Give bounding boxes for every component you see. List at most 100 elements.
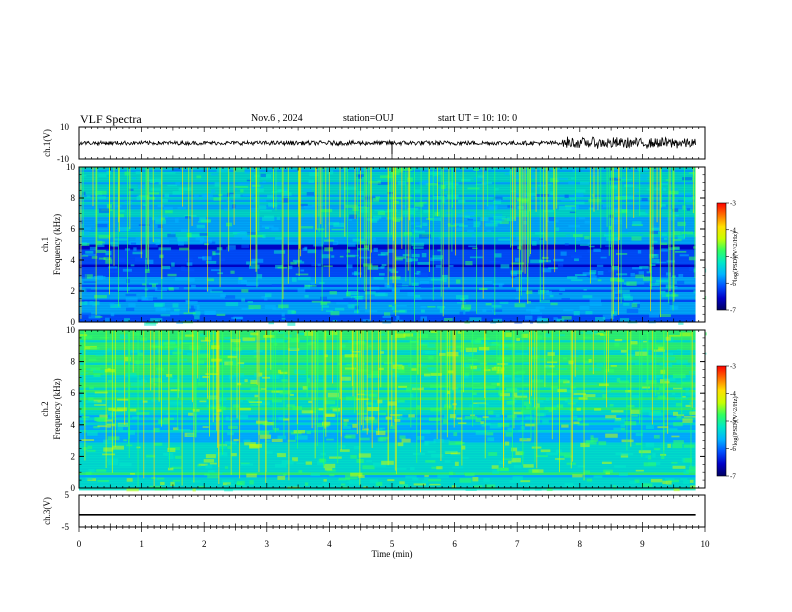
spectrogram-ch2-colorbar-label: log(PSD)(V^2/Hz) bbox=[732, 396, 739, 445]
spectrogram-ch1-speckle bbox=[98, 196, 106, 199]
spectrogram-ch2-speckle bbox=[682, 418, 693, 423]
spectrogram-ch1-speckle bbox=[316, 228, 325, 231]
spectrogram-ch1-speckle bbox=[666, 217, 677, 221]
spectrogram-ch2-speckle bbox=[149, 378, 162, 382]
spectrogram-ch1-speckle bbox=[253, 199, 267, 203]
spectrogram-ch2-speckle bbox=[657, 392, 661, 395]
spectrogram-ch1-speckle bbox=[178, 285, 184, 290]
spectrogram-ch2-heatmap bbox=[78, 330, 707, 492]
spectrogram-ch2-speckle bbox=[448, 370, 454, 374]
spectrogram-ch1-speckle bbox=[516, 287, 528, 292]
spectrogram-ch1-speckle bbox=[588, 245, 595, 248]
spectrogram-ch1-speckle bbox=[681, 231, 694, 235]
spectrogram-ch2-speckle bbox=[346, 363, 353, 366]
spectrogram-ch1-speckle bbox=[128, 188, 134, 191]
spectrogram-ch1-speckle bbox=[83, 227, 91, 230]
spectrogram-ch2-speckle bbox=[486, 417, 491, 420]
spectrogram-ch2-speckle bbox=[689, 411, 698, 415]
spectrogram-ch1-band bbox=[79, 299, 696, 303]
spectrogram-ch2-speckle bbox=[584, 470, 591, 474]
spectrogram-ch2-speckle bbox=[239, 399, 244, 402]
spectrogram-ch2-speckle bbox=[316, 485, 329, 490]
spectrogram-ch2-speckle bbox=[491, 382, 497, 386]
spectrogram-ch1-speckle bbox=[541, 256, 549, 259]
spectrogram-ch1-speckle bbox=[162, 172, 176, 174]
spectrogram-ch1-speckle bbox=[189, 234, 200, 238]
spectrogram-ch1-speckle bbox=[281, 312, 285, 317]
spectrogram-ch2-speckle bbox=[85, 477, 93, 481]
spectrogram-ch1-speckle bbox=[241, 289, 249, 293]
spectrogram-ch2-speckle bbox=[263, 334, 275, 338]
spectrogram-ch1-speckle bbox=[561, 199, 575, 202]
spectrogram-ch2-speckle bbox=[341, 376, 351, 381]
spectrogram-ch2-speckle bbox=[377, 437, 387, 442]
spectrogram-ch1-speckle bbox=[660, 242, 668, 246]
spectrogram-ch1-speckle bbox=[94, 295, 107, 299]
spectrogram-ch2-speckle bbox=[367, 406, 380, 411]
spectrogram-ch1-speckle bbox=[154, 178, 162, 182]
spectrogram-ch2-speckle bbox=[304, 331, 314, 336]
spectrogram-ch1-ytick-label: 10 bbox=[66, 162, 76, 172]
spectrogram-ch1-speckle bbox=[117, 227, 127, 232]
spectrogram-ch1-speckle bbox=[649, 253, 659, 259]
spectrogram-ch2-speckle bbox=[504, 441, 510, 446]
spectrogram-ch2-speckle bbox=[652, 453, 656, 458]
spectrogram-ch2-speckle bbox=[689, 466, 701, 471]
spectrogram-ch1-speckle bbox=[240, 189, 244, 193]
spectrogram-ch1-speckle bbox=[488, 206, 497, 211]
spectrogram-ch1-speckle bbox=[571, 177, 575, 180]
spectrogram-ch2-speckle bbox=[389, 425, 396, 430]
spectrogram-ch1-speckle bbox=[303, 205, 313, 208]
spectrogram-ch2-speckle bbox=[417, 363, 423, 367]
spectrogram-ch1-speckle bbox=[660, 290, 666, 293]
spectrogram-ch2-speckle bbox=[483, 477, 490, 482]
spectrogram-ch1-speckle bbox=[649, 313, 660, 318]
spectrogram-ch2-speckle bbox=[674, 397, 688, 400]
spectrogram-ch1-speckle bbox=[582, 272, 596, 276]
spectrogram-ch1-colorbar bbox=[716, 202, 727, 311]
spectrogram-ch1-speckle bbox=[97, 244, 105, 248]
spectrogram-ch1-speckle bbox=[456, 295, 469, 300]
spectrogram-ch2-band bbox=[79, 382, 696, 386]
spectrogram-ch2-speckle bbox=[614, 419, 626, 423]
spectrogram-ch1-speckle bbox=[95, 223, 108, 228]
spectrogram-ch1-speckle bbox=[332, 240, 339, 245]
spectrogram-ch2-speckle bbox=[403, 333, 414, 337]
spectrogram-ch2-speckle bbox=[685, 404, 692, 407]
spectrogram-ch1-band bbox=[79, 234, 696, 238]
spectrogram-ch1-speckle bbox=[356, 206, 367, 208]
spectrogram-ch2-speckle bbox=[570, 355, 579, 357]
spectrogram-ch2-speckle bbox=[643, 462, 657, 467]
spectrogram-ch2-speckle bbox=[149, 381, 153, 384]
spectrogram-ch1-band bbox=[79, 272, 696, 275]
spectrogram-ch2-speckle bbox=[261, 423, 272, 425]
spectrogram-ch1-speckle bbox=[539, 299, 550, 303]
spectrogram-ch2-speckle bbox=[653, 349, 666, 352]
spectrogram-ch1-speckle bbox=[363, 235, 373, 239]
spectrogram-ch2-speckle bbox=[296, 462, 305, 465]
spectrogram-ch2-speckle bbox=[645, 455, 651, 459]
spectrogram-ch1-speckle bbox=[161, 308, 171, 311]
spectrogram-ch1-speckle bbox=[226, 246, 234, 251]
spectrogram-ch1-speckle bbox=[677, 235, 685, 240]
spectrogram-ch2-speckle bbox=[691, 364, 699, 367]
xaxis-tick-label: 9 bbox=[640, 539, 645, 549]
spectrogram-ch2-speckle bbox=[464, 372, 470, 377]
spectrogram-ch1-speckle bbox=[415, 202, 424, 207]
spectrogram-ch2-speckle bbox=[227, 355, 237, 359]
spectrogram-ch1-speckle bbox=[536, 194, 549, 197]
spectrogram-ch1-band bbox=[79, 224, 696, 228]
spectrogram-ch2-speckle bbox=[634, 479, 640, 483]
xaxis-tick-label: 3 bbox=[265, 539, 270, 549]
spectrogram-ch2-speckle bbox=[662, 480, 668, 485]
spectrogram-ch2-speckle bbox=[428, 417, 441, 422]
spectrogram-ch2-speckle bbox=[249, 444, 259, 449]
spectrogram-ch1-speckle bbox=[225, 302, 239, 307]
spectrogram-ch2-speckle bbox=[156, 348, 161, 353]
spectrogram-ch1-speckle bbox=[323, 242, 337, 246]
spectrogram-ch2-speckle bbox=[542, 419, 549, 424]
spectrogram-ch2-speckle bbox=[263, 421, 270, 424]
spectrogram-ch2-colorbar bbox=[716, 365, 727, 477]
spectrogram-ch1-speckle bbox=[486, 230, 492, 232]
spectrogram-ch2-speckle bbox=[421, 429, 431, 434]
